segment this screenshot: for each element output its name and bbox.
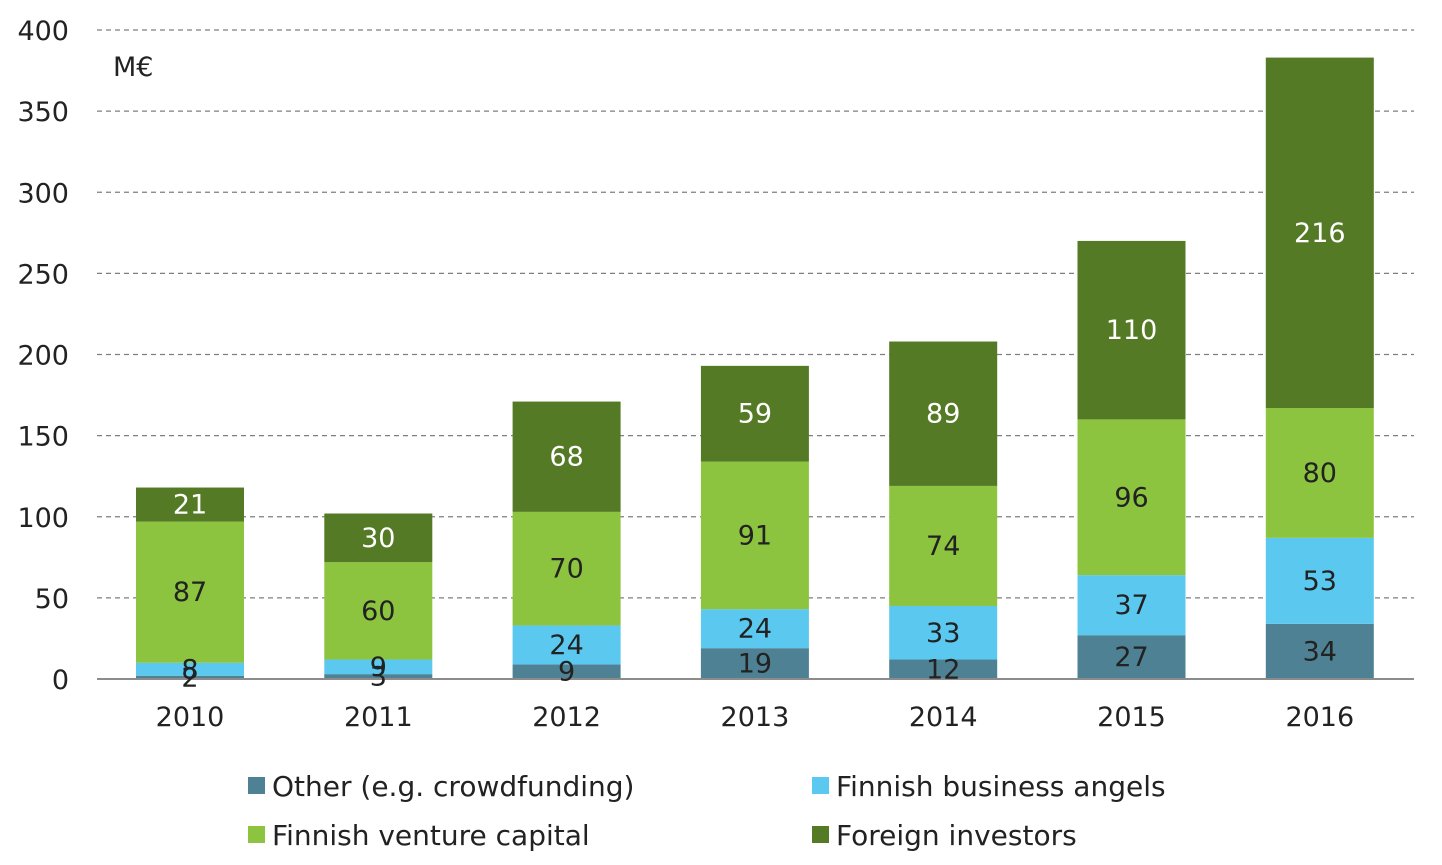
y-tick-label: 350: [17, 97, 69, 128]
bar-segment: [1077, 575, 1186, 636]
y-tick-label: 150: [17, 422, 69, 453]
bar-segment: [1265, 408, 1374, 538]
data-label: 27: [1114, 642, 1148, 673]
data-label: 59: [738, 399, 772, 430]
data-label: 96: [1114, 482, 1148, 513]
x-tick-label: 2012: [532, 702, 601, 733]
data-label: 24: [549, 630, 583, 661]
y-tick-label: 100: [17, 503, 69, 534]
y-tick-label: 200: [17, 341, 69, 372]
data-label: 19: [738, 649, 772, 680]
legend-label: Other (e.g. crowdfunding): [272, 770, 634, 803]
bar-segment: [1265, 537, 1374, 624]
bar-segment: [324, 562, 433, 660]
y-tick-label: 400: [17, 16, 69, 47]
bar-segment: [136, 487, 244, 522]
bar-segment: [324, 659, 433, 675]
y-tick-label: 300: [17, 178, 69, 209]
bar-segment: [512, 401, 621, 512]
data-label: 12: [926, 654, 960, 685]
x-tick-label: 2015: [1097, 702, 1166, 733]
bar-segment: [324, 513, 433, 563]
bar-segment: [1077, 635, 1186, 679]
data-label: 110: [1106, 315, 1158, 346]
data-label: 34: [1303, 636, 1337, 667]
y-tick-label: 250: [17, 259, 69, 290]
y-tick-label: 50: [35, 584, 69, 615]
x-tick-label: 2010: [156, 702, 225, 733]
data-label: 60: [361, 596, 395, 627]
bar-segment: [1077, 240, 1186, 420]
data-labels: 2887213960309247068192491591233748927379…: [173, 218, 1346, 694]
legend-swatch: [812, 777, 829, 794]
bar-segment: [1265, 57, 1374, 409]
data-label: 87: [173, 577, 207, 608]
legend-swatch: [248, 777, 265, 794]
bars: [136, 57, 1374, 679]
data-label: 30: [361, 523, 395, 554]
bar-segment: [700, 648, 809, 679]
legend-swatch: [248, 826, 265, 843]
bar-segment: [136, 521, 244, 663]
data-label: 9: [370, 652, 387, 683]
data-label: 9: [558, 657, 575, 688]
y-tick-label: 0: [52, 665, 69, 696]
data-label: 70: [549, 554, 583, 585]
data-label: 216: [1294, 218, 1346, 249]
data-label: 21: [173, 490, 207, 521]
bar-segment: [1077, 419, 1186, 576]
data-label: 8: [181, 654, 198, 685]
legend-swatch: [812, 826, 829, 843]
data-label: 53: [1303, 566, 1337, 597]
legend: Other (e.g. crowdfunding) Finnish busines…: [248, 770, 1166, 852]
bar-segment: [324, 674, 433, 679]
bar-segment: [700, 365, 809, 462]
data-label: 74: [926, 531, 960, 562]
x-tick-label: 2013: [721, 702, 790, 733]
data-label: 24: [738, 614, 772, 645]
y-axis-unit-label: M€: [113, 52, 153, 83]
bar-segment: [700, 609, 809, 649]
y-axis-ticks: 0 50 100 150 200 250 300 350 400: [17, 16, 69, 696]
x-tick-label: 2016: [1285, 702, 1354, 733]
data-label: 80: [1303, 458, 1337, 489]
bar-segment: [512, 625, 621, 665]
data-label: 2: [181, 662, 198, 693]
bar-segment: [136, 662, 244, 676]
x-tick-label: 2014: [909, 702, 978, 733]
bar-segment: [889, 485, 998, 606]
legend-label: Finnish venture capital: [272, 819, 590, 852]
legend-label: Finnish business angels: [836, 770, 1166, 803]
bar-segment: [889, 605, 998, 660]
bar-segment: [512, 664, 621, 679]
bar-segment: [136, 675, 244, 679]
data-label: 3: [370, 662, 387, 693]
legend-label: Foreign investors: [836, 819, 1077, 852]
bar-segment: [512, 511, 621, 626]
x-tick-label: 2011: [344, 702, 413, 733]
data-label: 33: [926, 618, 960, 649]
data-label: 68: [549, 442, 583, 473]
bar-segment: [700, 461, 809, 610]
data-label: 91: [738, 520, 772, 551]
bar-segment: [1265, 623, 1374, 679]
x-axis-ticks: 2010 2011 2012 2013 2014 2015 2016: [156, 702, 1355, 733]
data-label: 37: [1114, 590, 1148, 621]
data-label: 89: [926, 399, 960, 430]
bar-segment: [889, 659, 998, 679]
bar-segment: [889, 341, 998, 486]
